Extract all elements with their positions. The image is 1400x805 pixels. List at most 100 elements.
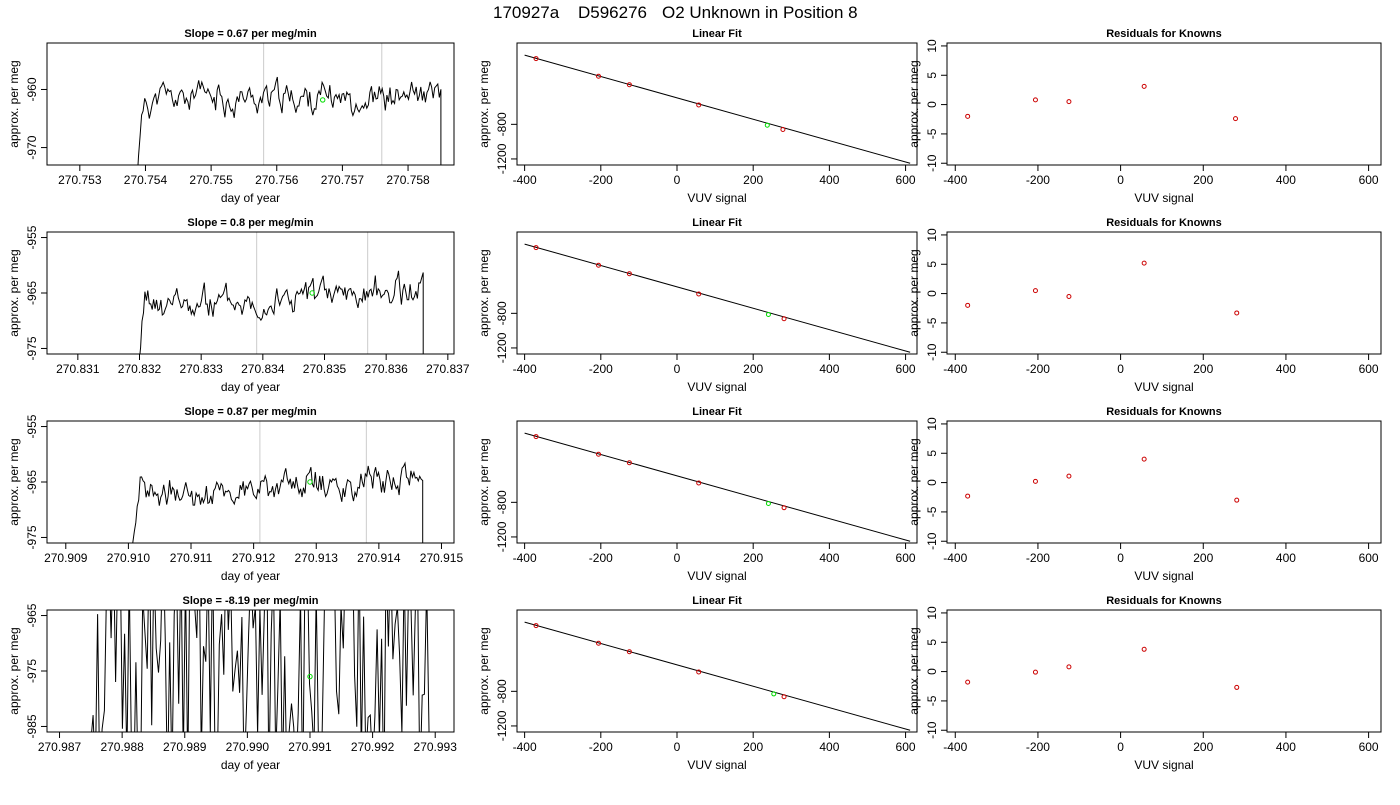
known-point	[1032, 97, 1038, 103]
panel-title: Slope = 0.67 per meg/min	[184, 28, 317, 40]
header-description: O2 Unknown in Position 8	[662, 3, 858, 22]
x-axis-label: VUV signal	[687, 758, 746, 772]
x-tick-label: 0	[674, 173, 681, 187]
x-tick-label: 400	[1276, 551, 1296, 565]
unknown-point	[307, 479, 313, 485]
x-tick-label: 0	[674, 740, 681, 754]
known-point	[596, 451, 602, 457]
x-tick-label: 270.910	[107, 551, 151, 565]
y-tick-label: -1200	[495, 332, 509, 363]
x-tick-label: 600	[1359, 173, 1379, 187]
y-tick-label: -965	[25, 470, 39, 494]
panel-0-3: Slope = -8.19 per meg/min day of year appr…	[7, 595, 458, 772]
y-tick-label: -985	[25, 714, 39, 738]
known-point	[1066, 664, 1072, 670]
y-tick-label: -970	[25, 135, 39, 159]
x-tick-label: 600	[1359, 362, 1379, 376]
plot-frame	[946, 609, 1382, 733]
known-point	[1234, 310, 1240, 316]
y-tick-label: -10	[925, 721, 939, 739]
x-axis-label: VUV signal	[1134, 758, 1193, 772]
plot-area	[524, 432, 911, 542]
x-axis-label: day of year	[221, 569, 280, 583]
plot-area	[965, 260, 1240, 316]
x-tick-label: 200	[743, 362, 763, 376]
y-tick-label: 10	[925, 228, 939, 242]
plot-frame	[516, 420, 918, 544]
panel-grid: Slope = 0.67 per meg/min day of year appro…	[7, 28, 1382, 772]
y-tick-label: -975	[25, 659, 39, 683]
y-tick-label: -965	[25, 603, 39, 627]
panel-title: Linear Fit	[692, 28, 742, 40]
y-tick-label: 10	[925, 39, 939, 53]
panel-title: Slope = -8.19 per meg/min	[182, 595, 318, 607]
known-point	[1032, 669, 1038, 675]
x-tick-label: 270.837	[426, 362, 470, 376]
x-tick-label: 270.758	[386, 173, 430, 187]
x-tick-label: 600	[896, 740, 916, 754]
y-tick-label: -960	[25, 77, 39, 101]
y-tick-label: -1200	[495, 710, 509, 741]
plot-frame	[946, 420, 1382, 544]
x-tick-label: 270.915	[420, 551, 464, 565]
x-tick-label: 600	[1359, 740, 1379, 754]
panel-title: Linear Fit	[692, 217, 742, 229]
x-tick-label: 270.914	[357, 551, 401, 565]
known-point	[965, 113, 971, 119]
x-tick-label: 600	[896, 551, 916, 565]
panel-title: Residuals for Knowns	[1106, 217, 1222, 229]
x-tick-label: 0	[674, 551, 681, 565]
plot-area	[524, 243, 911, 353]
y-tick-label: 10	[925, 606, 939, 620]
trace-line	[132, 461, 424, 543]
y-tick-label: 10	[925, 417, 939, 431]
x-tick-label: 200	[1193, 740, 1213, 754]
y-tick-label: 0	[925, 668, 939, 675]
x-tick-label: 270.757	[321, 173, 365, 187]
plot-area	[91, 610, 430, 732]
x-tick-label: 400	[819, 362, 839, 376]
known-point	[781, 505, 787, 511]
y-axis-label: approx. per meg	[477, 627, 491, 714]
known-point	[781, 316, 787, 322]
x-tick-label: 270.993	[414, 740, 458, 754]
x-axis-label: VUV signal	[687, 569, 746, 583]
plot-frame	[46, 231, 455, 355]
x-axis-label: VUV signal	[1134, 569, 1193, 583]
fit-line	[524, 243, 911, 353]
x-tick-label: 600	[1359, 551, 1379, 565]
y-axis-label: approx. per meg	[907, 60, 921, 147]
y-tick-label: 0	[925, 101, 939, 108]
y-tick-label: 5	[925, 261, 939, 268]
plot-area	[965, 456, 1240, 503]
x-tick-label: 0	[1117, 173, 1124, 187]
x-tick-label: 270.835	[303, 362, 347, 376]
plot-frame	[516, 231, 918, 355]
panel-title: Residuals for Knowns	[1106, 406, 1222, 418]
x-axis-label: VUV signal	[687, 380, 746, 394]
known-point	[696, 669, 702, 675]
known-point	[1032, 288, 1038, 294]
plot-frame	[516, 609, 918, 733]
panel-title: Slope = 0.87 per meg/min	[184, 406, 317, 418]
y-tick-label: -955	[25, 225, 39, 249]
x-tick-label: -200	[1026, 551, 1050, 565]
x-axis-label: day of year	[221, 380, 280, 394]
x-tick-label: 270.833	[179, 362, 223, 376]
x-axis-label: VUV signal	[1134, 191, 1193, 205]
x-tick-label: 400	[1276, 740, 1296, 754]
panel-0-1: Slope = 0.8 per meg/min day of year approx…	[7, 217, 470, 394]
known-point	[626, 460, 632, 466]
known-point	[1233, 116, 1239, 122]
known-point	[781, 694, 787, 700]
x-tick-label: 270.753	[58, 173, 102, 187]
x-tick-label: 270.834	[241, 362, 285, 376]
plot-frame	[946, 231, 1382, 355]
x-tick-label: 200	[743, 173, 763, 187]
trace-line	[139, 270, 424, 354]
y-tick-label: 5	[925, 450, 939, 457]
x-tick-label: 400	[819, 551, 839, 565]
x-tick-label: 270.755	[189, 173, 233, 187]
panel-title: Linear Fit	[692, 406, 742, 418]
x-tick-label: 200	[1193, 173, 1213, 187]
